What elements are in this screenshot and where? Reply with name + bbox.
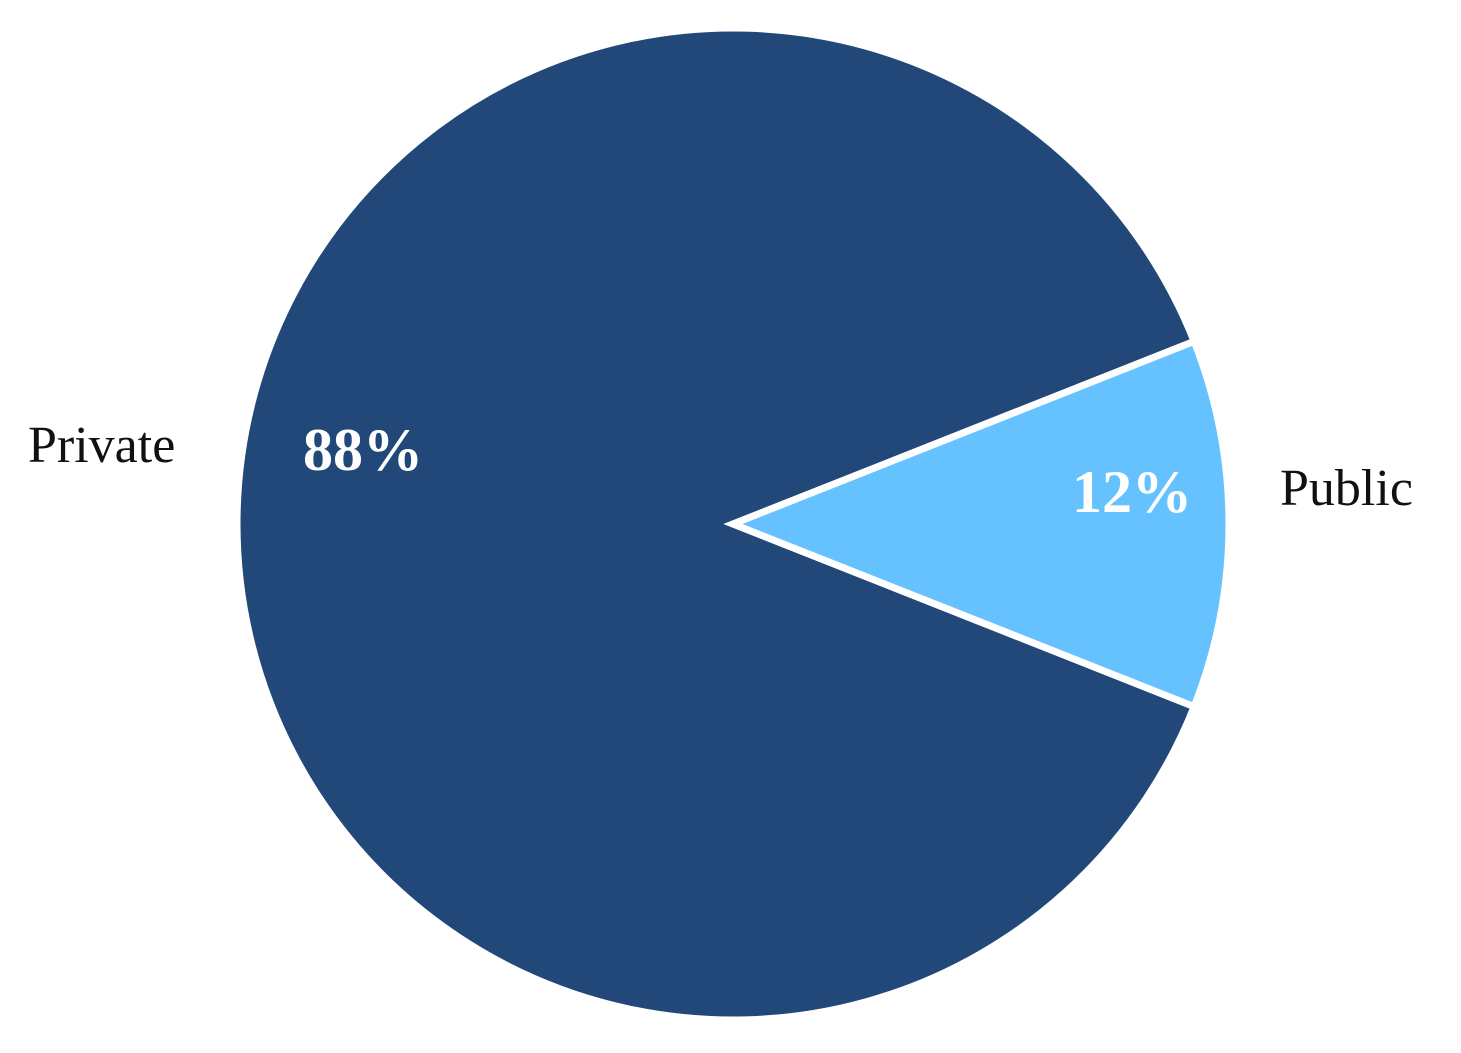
slice-value-private: 88% — [303, 417, 423, 483]
slice-label-public: Public — [1280, 460, 1413, 517]
pie-slice-public — [723, 336, 1233, 712]
slice-label-private: Private — [28, 417, 175, 474]
slice-value-public: 12% — [1072, 459, 1192, 525]
pie-slice-private — [233, 24, 1199, 1024]
pie-slices — [233, 24, 1233, 1024]
